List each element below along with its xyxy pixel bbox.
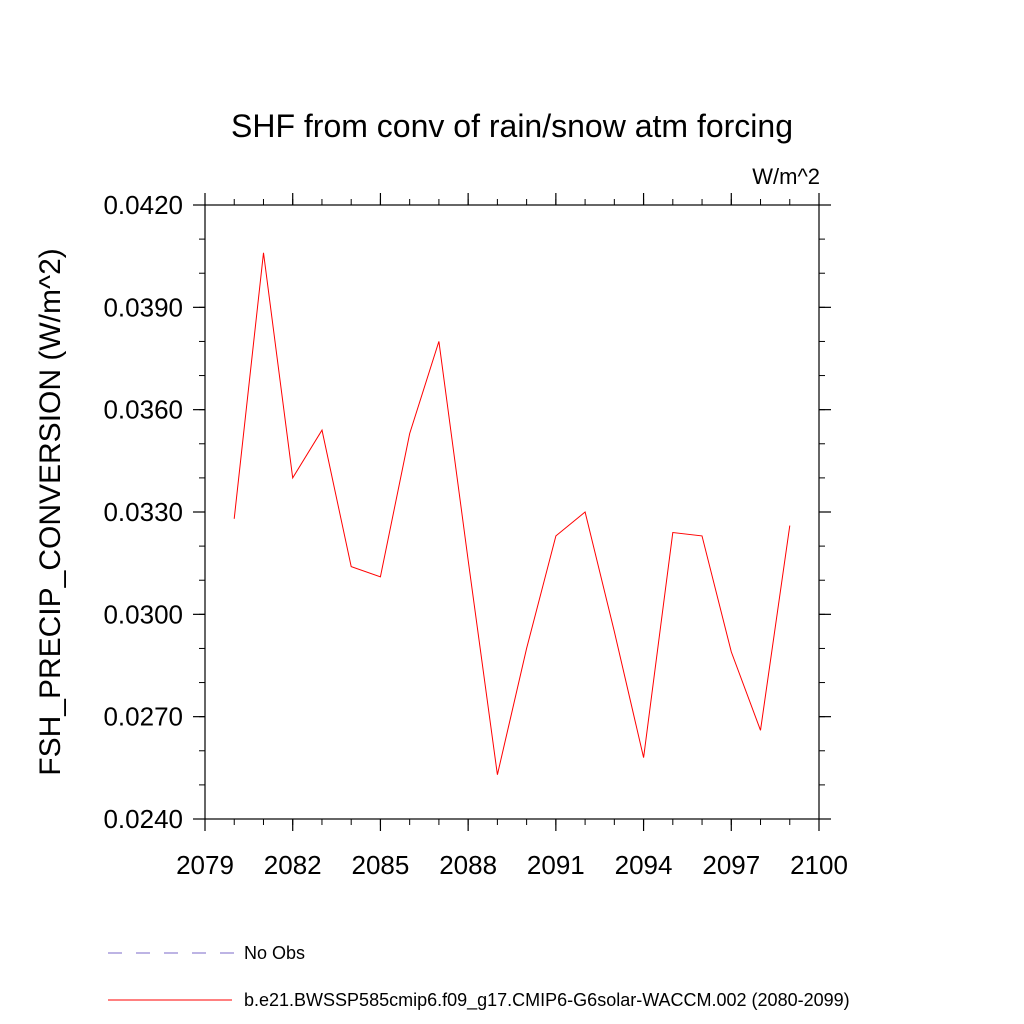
x-tick-label: 2100 [790, 850, 848, 880]
y-tick-label: 0.0360 [103, 395, 183, 425]
y-axis-label: FSH_PRECIP_CONVERSION (W/m^2) [34, 248, 67, 775]
y-axis-ticks: 0.0240 0.0270 0.0300 0.0330 0.0360 0.0390 0.04… [103, 190, 831, 834]
legend-label-no-obs: No Obs [244, 943, 305, 963]
x-tick-label: 2094 [615, 850, 673, 880]
series-layer [233, 252, 791, 775]
series-line [233, 252, 791, 775]
y-tick-label: 0.0330 [103, 497, 183, 527]
x-tick-label: 2097 [702, 850, 760, 880]
x-tick-label: 2079 [176, 850, 234, 880]
x-tick-label: 2085 [352, 850, 410, 880]
y-tick-label: 0.0240 [103, 804, 183, 834]
chart-title: SHF from conv of rain/snow atm forcing [231, 108, 793, 144]
minor-ticks [199, 199, 825, 825]
legend: No Obs b.e21.BWSSP585cmip6.f09_g17.CMIP6… [108, 943, 850, 1011]
y-tick-label: 0.0420 [103, 190, 183, 220]
units-label: W/m^2 [752, 164, 820, 189]
legend-label-model-run: b.e21.BWSSP585cmip6.f09_g17.CMIP6-G6sola… [244, 990, 850, 1011]
x-tick-label: 2091 [527, 850, 585, 880]
y-tick-label: 0.0300 [103, 599, 183, 629]
x-axis-ticks: 2079 2082 2085 2088 2091 2094 2097 2100 [176, 193, 848, 880]
x-tick-label: 2088 [439, 850, 497, 880]
y-tick-label: 0.0390 [103, 292, 183, 322]
y-tick-label: 0.0270 [103, 702, 183, 732]
x-tick-label: 2082 [264, 850, 322, 880]
plot-frame [204, 204, 820, 820]
